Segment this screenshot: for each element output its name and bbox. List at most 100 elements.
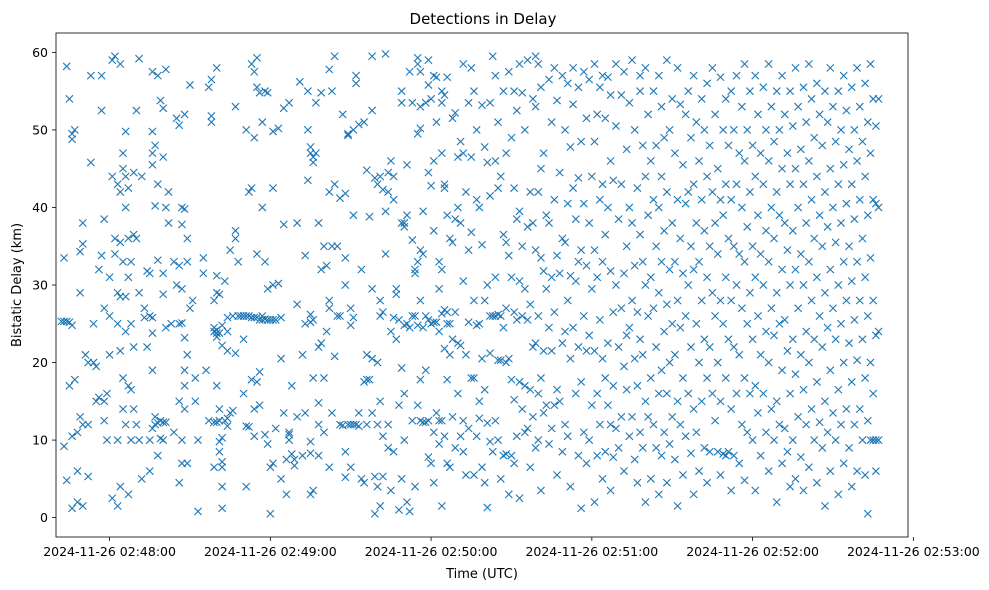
- data-point: [494, 436, 503, 445]
- data-point: [818, 141, 827, 150]
- data-point: [644, 412, 653, 421]
- data-point: [381, 207, 390, 216]
- data-point: [737, 102, 746, 111]
- data-point: [92, 362, 101, 371]
- data-point: [121, 127, 130, 136]
- data-point: [705, 447, 714, 456]
- data-point: [874, 94, 883, 103]
- data-point: [649, 304, 658, 313]
- data-point: [92, 397, 101, 406]
- data-point: [684, 87, 693, 96]
- data-point: [317, 265, 326, 274]
- data-point: [116, 60, 125, 69]
- data-point: [467, 228, 476, 237]
- data-point: [772, 498, 781, 507]
- data-point: [223, 327, 232, 336]
- data-point: [518, 242, 527, 251]
- data-point: [210, 463, 219, 472]
- data-point: [70, 375, 79, 384]
- data-point: [708, 63, 717, 72]
- data-point: [526, 385, 535, 394]
- data-point: [496, 312, 505, 321]
- data-point: [812, 273, 821, 282]
- data-point: [234, 257, 243, 266]
- data-point: [266, 509, 275, 518]
- data-point: [413, 129, 422, 138]
- data-point: [815, 110, 824, 119]
- data-point: [695, 257, 704, 266]
- data-point: [413, 401, 422, 410]
- data-point: [285, 428, 294, 437]
- data-point: [472, 125, 481, 134]
- data-point: [759, 389, 768, 398]
- data-point: [700, 335, 709, 344]
- data-point: [745, 187, 754, 196]
- data-point: [534, 436, 543, 445]
- data-point: [148, 149, 157, 158]
- data-point: [60, 442, 69, 451]
- data-point: [593, 389, 602, 398]
- data-point: [550, 308, 559, 317]
- data-point: [121, 172, 130, 181]
- data-point: [561, 125, 570, 134]
- data-point: [837, 420, 846, 429]
- data-point: [124, 381, 133, 390]
- data-point: [301, 319, 310, 328]
- data-point: [443, 319, 452, 328]
- data-point: [528, 412, 537, 421]
- data-point: [483, 503, 492, 512]
- data-point: [839, 160, 848, 169]
- data-point: [764, 358, 773, 367]
- data-point: [767, 405, 776, 414]
- data-point: [668, 218, 677, 227]
- data-point: [737, 420, 746, 429]
- data-point: [547, 424, 556, 433]
- data-point: [159, 418, 168, 427]
- data-point: [424, 168, 433, 177]
- data-point: [724, 234, 733, 243]
- data-point: [748, 141, 757, 150]
- data-point: [373, 482, 382, 491]
- data-point: [630, 455, 639, 464]
- x-tick-label: 2024-11-26 02:50:00: [365, 544, 498, 559]
- data-point: [317, 88, 326, 97]
- data-point: [502, 358, 511, 367]
- data-point: [620, 467, 628, 476]
- data-point: [183, 350, 192, 359]
- data-point: [818, 242, 827, 251]
- data-point: [451, 443, 460, 452]
- data-point: [239, 335, 248, 344]
- data-point: [464, 318, 473, 327]
- data-point: [628, 218, 637, 227]
- data-point: [534, 312, 543, 321]
- data-point: [614, 343, 623, 352]
- data-point: [729, 343, 738, 352]
- data-point: [494, 118, 503, 127]
- data-point: [727, 405, 736, 414]
- data-point: [622, 385, 631, 394]
- data-point: [108, 172, 117, 181]
- data-point: [421, 366, 430, 375]
- data-point: [569, 323, 578, 332]
- data-point: [662, 478, 671, 487]
- data-point: [660, 133, 669, 142]
- data-point: [644, 211, 653, 220]
- data-point: [791, 474, 800, 483]
- data-point: [775, 319, 784, 328]
- data-point: [796, 453, 805, 462]
- data-point: [689, 71, 698, 80]
- data-point: [451, 308, 460, 317]
- data-point: [121, 327, 130, 336]
- data-point: [654, 203, 663, 212]
- data-point: [437, 265, 446, 274]
- data-point: [298, 451, 307, 460]
- data-point: [381, 249, 390, 258]
- data-point: [445, 463, 454, 472]
- data-points: [57, 49, 883, 518]
- data-point: [370, 472, 379, 481]
- data-point: [633, 308, 642, 317]
- y-tick-label: 20: [32, 355, 48, 370]
- data-point: [309, 158, 318, 167]
- data-point: [638, 350, 647, 359]
